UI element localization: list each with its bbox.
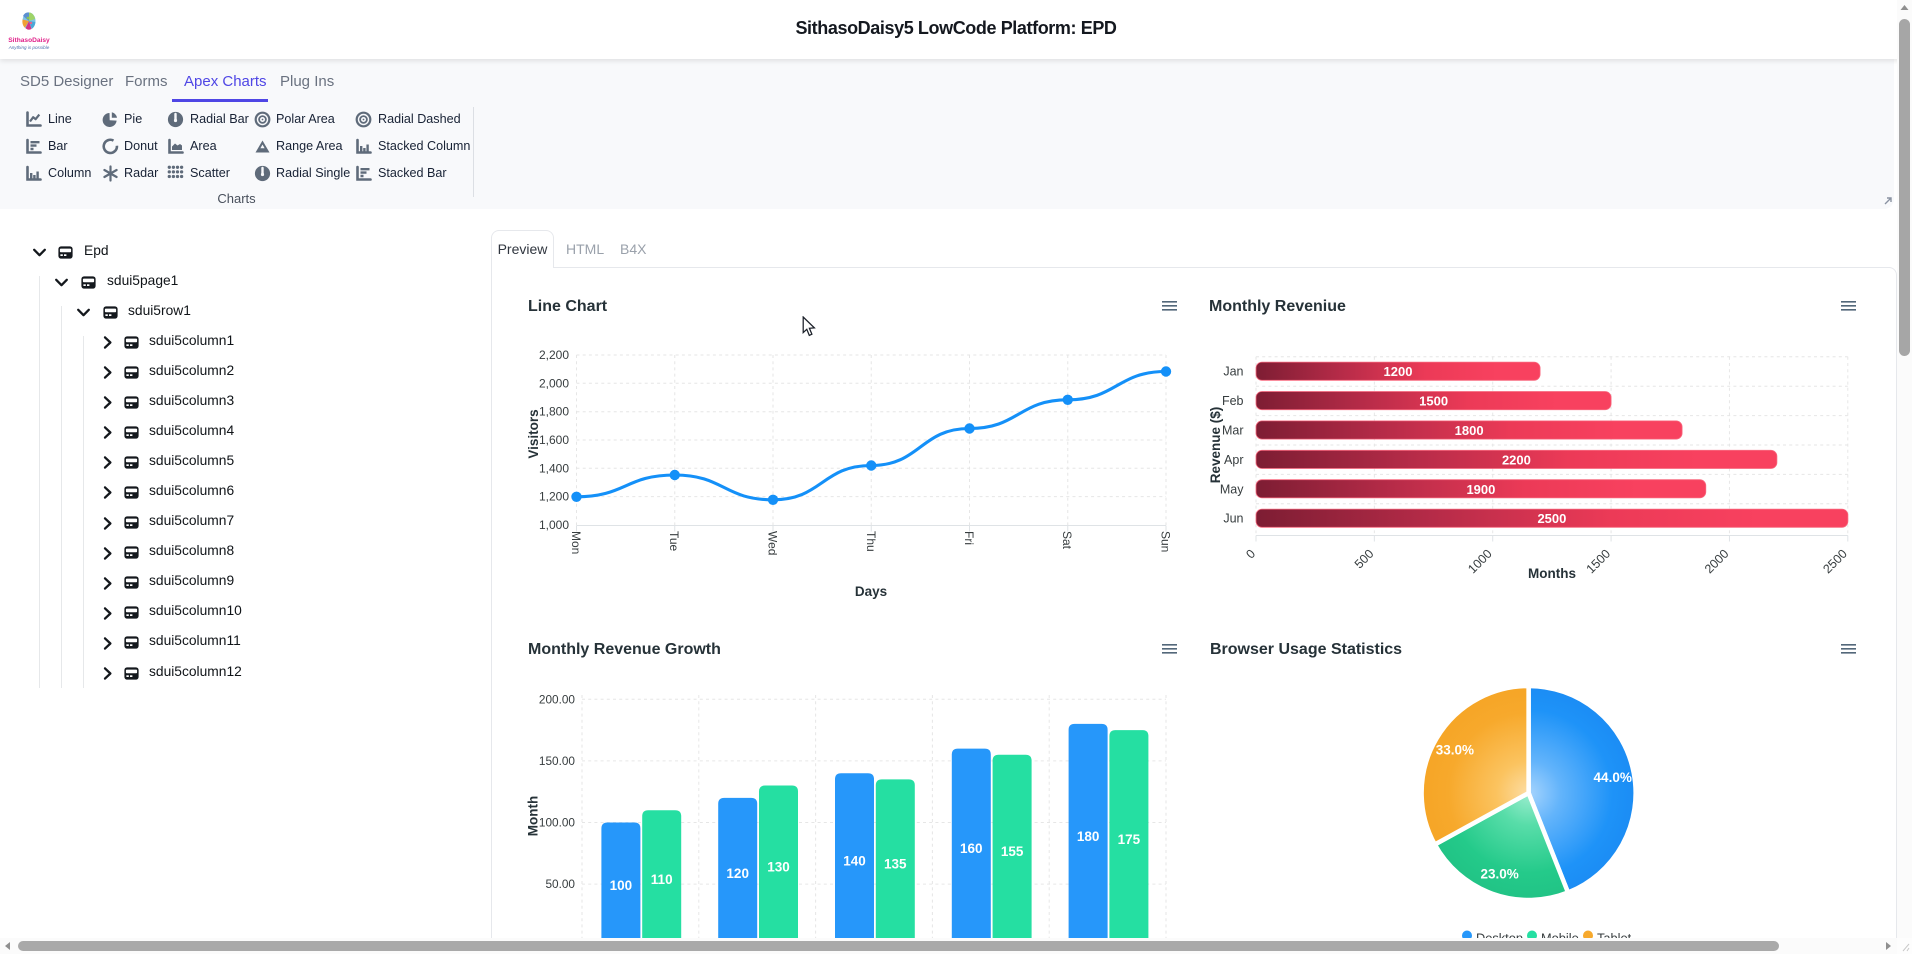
svg-text:Revenue ($): Revenue ($) [1208, 407, 1223, 484]
svg-text:100: 100 [610, 878, 633, 893]
svg-text:1900: 1900 [1466, 482, 1495, 497]
svg-text:Tue: Tue [667, 531, 681, 552]
svg-text:150.00: 150.00 [539, 754, 576, 768]
svg-text:Browser Usage Statistics: Browser Usage Statistics [1210, 641, 1402, 658]
svg-text:1000: 1000 [1465, 547, 1495, 577]
svg-text:200.00: 200.00 [539, 692, 576, 706]
svg-text:2200: 2200 [1502, 452, 1531, 467]
svg-text:Feb: Feb [1222, 394, 1244, 408]
svg-text:130: 130 [767, 860, 790, 875]
svg-text:1800: 1800 [1455, 423, 1484, 438]
svg-text:2500: 2500 [1537, 511, 1566, 526]
svg-text:Mar: Mar [1222, 424, 1244, 438]
svg-text:1200: 1200 [1384, 364, 1413, 379]
svg-text:23.0%: 23.0% [1480, 867, 1518, 882]
svg-text:Jan: Jan [1223, 365, 1243, 379]
svg-text:Anything is possible: Anything is possible [8, 45, 50, 50]
svg-text:110: 110 [651, 872, 673, 887]
svg-text:Apr: Apr [1224, 453, 1243, 467]
svg-text:2,000: 2,000 [539, 376, 569, 390]
svg-text:2000: 2000 [1702, 547, 1732, 577]
svg-text:May: May [1220, 482, 1244, 496]
svg-text:Desktop: Desktop [1476, 931, 1523, 939]
svg-text:155: 155 [1001, 844, 1024, 859]
svg-text:Month: Month [526, 796, 541, 836]
svg-text:Sat: Sat [1060, 531, 1074, 550]
svg-text:1,200: 1,200 [539, 490, 569, 504]
svg-text:1,400: 1,400 [539, 461, 569, 475]
svg-text:1,000: 1,000 [539, 518, 569, 532]
svg-text:180: 180 [1077, 829, 1100, 844]
svg-text:Sun: Sun [1159, 531, 1173, 552]
svg-text:1,600: 1,600 [539, 433, 569, 447]
svg-text:Wed: Wed [766, 531, 780, 555]
svg-text:175: 175 [1118, 832, 1141, 847]
svg-text:SithasoDaisy: SithasoDaisy [8, 37, 50, 44]
svg-text:2500: 2500 [1820, 547, 1850, 577]
svg-text:Thu: Thu [864, 531, 878, 552]
svg-text:160: 160 [960, 841, 983, 856]
svg-text:1,800: 1,800 [539, 405, 569, 419]
svg-text:Line Chart: Line Chart [528, 298, 608, 315]
svg-text:1500: 1500 [1419, 394, 1448, 409]
svg-text:Monthly Reveniue: Monthly Reveniue [1209, 298, 1346, 315]
svg-text:1500: 1500 [1584, 547, 1614, 577]
svg-text:Mon: Mon [569, 531, 583, 554]
svg-text:Jun: Jun [1223, 512, 1243, 526]
svg-text:500: 500 [1352, 547, 1377, 572]
svg-text:2,200: 2,200 [539, 348, 569, 362]
svg-text:135: 135 [884, 857, 907, 872]
svg-text:Days: Days [855, 584, 887, 599]
svg-text:120: 120 [726, 866, 749, 881]
svg-text:140: 140 [843, 854, 866, 869]
svg-text:Visitors: Visitors [526, 409, 541, 458]
svg-text:Months: Months [1528, 566, 1576, 581]
svg-text:33.0%: 33.0% [1436, 742, 1474, 757]
svg-text:Tablet: Tablet [1597, 931, 1632, 939]
svg-text:0: 0 [1243, 547, 1258, 562]
svg-text:Mobile: Mobile [1541, 931, 1579, 939]
svg-text:Monthly Revenue Growth: Monthly Revenue Growth [528, 641, 721, 658]
svg-text:Fri: Fri [962, 531, 976, 545]
svg-text:50.00: 50.00 [545, 877, 575, 891]
svg-text:100.00: 100.00 [539, 816, 576, 830]
svg-text:44.0%: 44.0% [1594, 770, 1632, 785]
